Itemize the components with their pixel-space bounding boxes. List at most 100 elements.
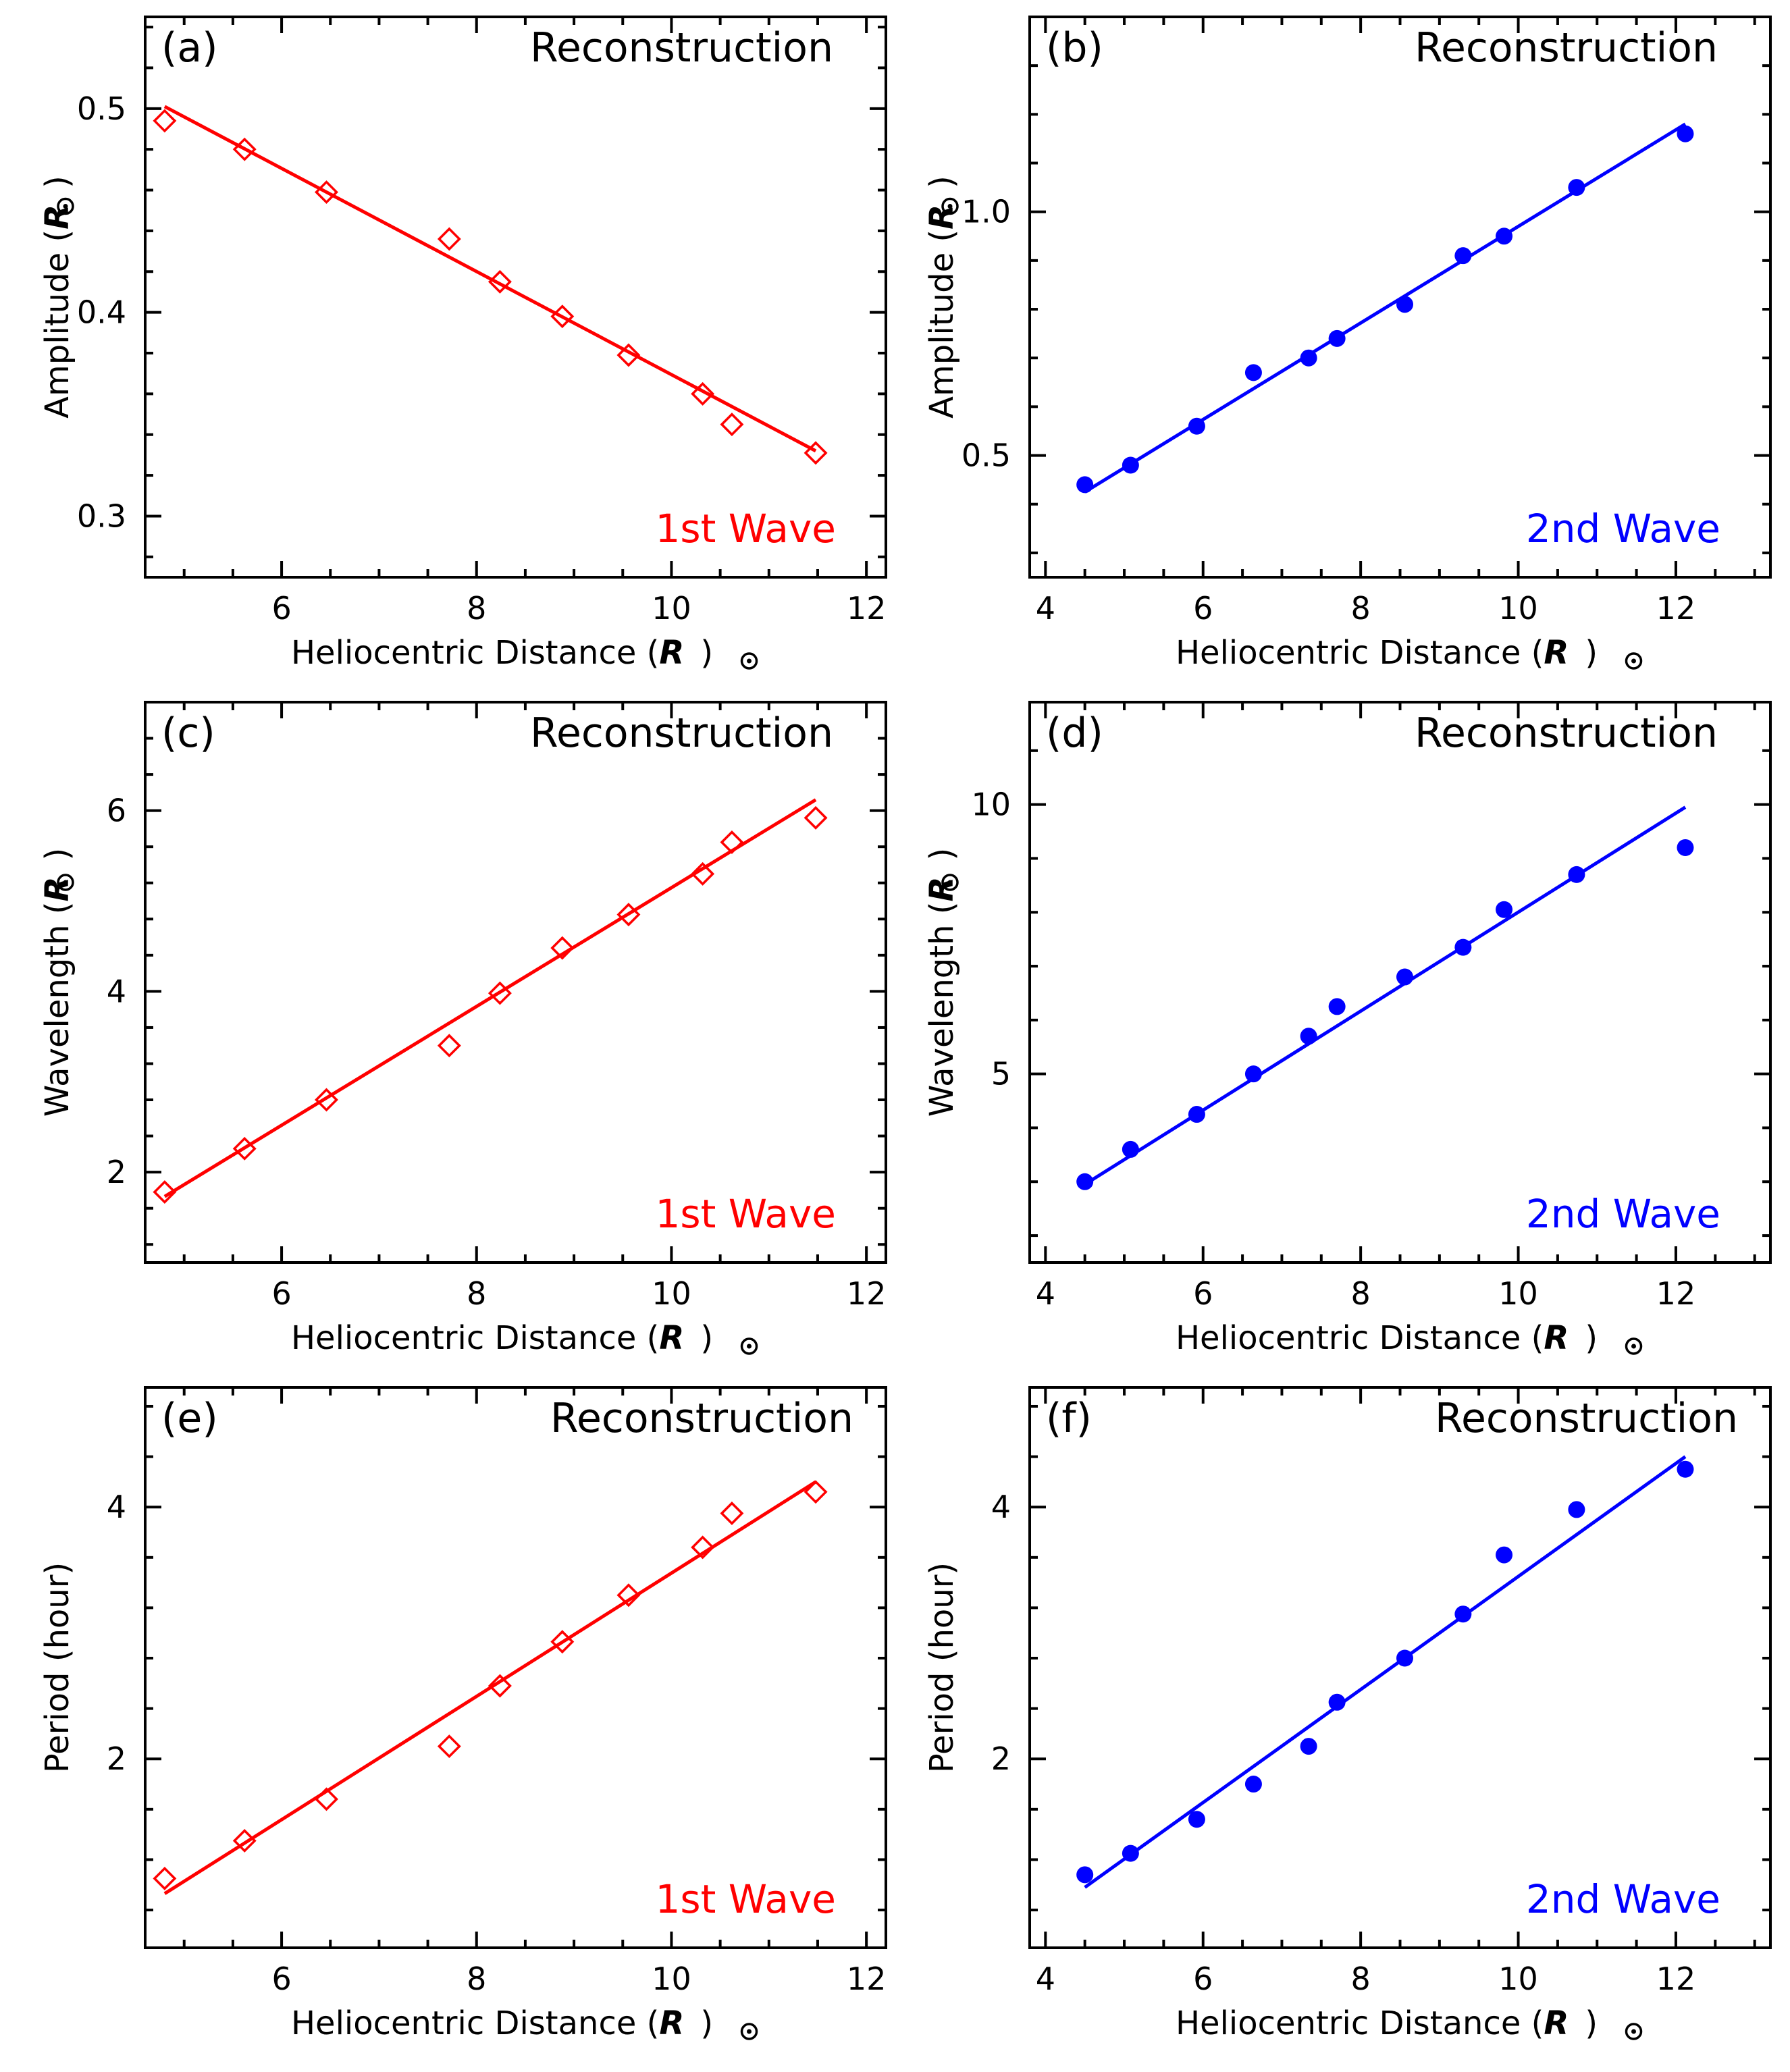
wave-annotation: 1st Wave [656, 1876, 837, 1922]
wave-annotation: 2nd Wave [1526, 1191, 1720, 1237]
data-point [691, 1535, 715, 1560]
data-point [1396, 1649, 1414, 1667]
y-axis-unit-sun-dot [947, 880, 953, 885]
fit-line [1084, 805, 1687, 1186]
y-tick-label: 4 [107, 973, 126, 1009]
x-tick-label: 4 [1036, 590, 1055, 627]
data-point [437, 1034, 461, 1058]
data-point [1188, 1811, 1205, 1828]
wave-annotation: 2nd Wave [1526, 506, 1720, 552]
x-tick-label: 6 [1193, 1961, 1213, 1997]
y-tick-label: 0.3 [77, 498, 126, 534]
x-tick-label: 10 [652, 1961, 691, 1997]
data-point [1328, 329, 1346, 347]
x-tick-label: 4 [1036, 1961, 1055, 1997]
data-point [1496, 228, 1513, 245]
x-axis-unit: R [1544, 1319, 1569, 1357]
y-axis-unit-sun-symbol [941, 197, 959, 215]
x-axis-unit-sun-dot [1631, 1344, 1636, 1349]
y-axis-unit-sun-dot [63, 204, 68, 209]
y-axis-title: Period (hour) [923, 1562, 961, 1773]
y-axis-title-group: Wavelength (R) [923, 848, 961, 1117]
x-axis-title: Heliocentric Distance (R) [291, 634, 713, 672]
y-tick-label: 5 [991, 1056, 1011, 1092]
y-axis-title: Amplitude (R) [38, 176, 76, 419]
x-tick-label: 10 [1498, 1275, 1538, 1312]
data-point [1568, 866, 1585, 883]
wave-annotation: 1st Wave [656, 506, 837, 552]
y-tick-label: 2 [107, 1154, 126, 1190]
x-tick-label: 6 [1193, 590, 1213, 627]
x-axis-unit-sun-dot [747, 2029, 752, 2034]
y-axis-close: ) [923, 848, 961, 861]
y-axis-title-group: Period (hour) [38, 1562, 76, 1773]
data-point [153, 1866, 177, 1890]
data-point [488, 1674, 512, 1698]
data-point [1454, 1605, 1472, 1623]
x-axis-close: ) [700, 2004, 713, 2042]
y-axis-unit-sun-symbol [941, 874, 959, 891]
fit-line [1084, 1455, 1687, 1889]
x-tick-label: 6 [271, 1275, 291, 1312]
x-axis-title-text: Heliocentric Distance ( [1176, 1319, 1544, 1357]
x-axis-title-text: Heliocentric Distance ( [1176, 634, 1544, 672]
data-point [488, 981, 512, 1005]
y-axis-unit-sun-dot [947, 204, 953, 209]
data-point [315, 1088, 338, 1112]
panel-label: (c) [161, 710, 215, 757]
data-point [1300, 1738, 1317, 1755]
y-axis-title-text: Period (hour) [923, 1562, 961, 1773]
data-point [437, 227, 461, 251]
x-axis-unit-sun-symbol [740, 652, 758, 670]
data-point [1244, 1065, 1262, 1083]
panel-title: Reconstruction [1415, 24, 1718, 72]
y-tick-label: 6 [107, 793, 126, 829]
y-axis-title-text: Period (hour) [38, 1562, 76, 1773]
panel-title: Reconstruction [1435, 1395, 1738, 1442]
y-axis-title-group: Amplitude (R) [923, 176, 961, 419]
panel-e: 6 8 10 12 2 4 Heliocentric Distance (R) Period … [38, 1386, 887, 2042]
x-tick-label: 6 [271, 1961, 291, 1997]
x-axis-unit: R [1544, 2004, 1569, 2042]
fit-line [163, 105, 817, 453]
y-axis-close: ) [38, 848, 76, 861]
data-point [1677, 1460, 1694, 1478]
panel-label: (f) [1046, 1395, 1092, 1442]
data-point [1076, 1173, 1094, 1190]
data-point [1568, 1501, 1585, 1518]
data-point [804, 1480, 828, 1504]
fit-line [1084, 122, 1687, 494]
data-point [720, 413, 744, 437]
x-axis-title: Heliocentric Distance (R) [291, 1319, 713, 1357]
x-axis-unit-sun-symbol [1625, 1337, 1643, 1355]
x-tick-label: 6 [1193, 1275, 1213, 1312]
data-point [153, 109, 177, 133]
y-axis-close: ) [38, 176, 76, 188]
y-tick-label: 2 [107, 1741, 126, 1777]
y-tick-label: 4 [991, 1489, 1011, 1525]
data-point [1496, 901, 1513, 918]
data-point [1122, 1844, 1139, 1862]
x-axis-unit: R [659, 1319, 684, 1357]
panel-title: Reconstruction [550, 1395, 853, 1442]
x-axis-title: Heliocentric Distance (R) [1176, 1319, 1598, 1357]
data-point [1244, 1776, 1262, 1793]
panel-f: 4 6 8 10 12 2 4 Heliocentric Distance (R) Period… [923, 1386, 1772, 2042]
y-axis-title: Amplitude (R) [923, 176, 961, 419]
fit-line [163, 798, 817, 1198]
x-axis-title-text: Heliocentric Distance ( [291, 1319, 659, 1357]
x-axis-unit-sun-symbol [740, 1337, 758, 1355]
panel-title: Reconstruction [530, 710, 833, 757]
data-point [1677, 125, 1694, 142]
x-axis-title-text: Heliocentric Distance ( [1176, 2004, 1544, 2042]
x-tick-label: 8 [1351, 1275, 1371, 1312]
x-tick-label: 8 [467, 1961, 486, 1997]
y-axis-unit-sun-dot [63, 880, 68, 885]
x-axis-unit-sun-dot [747, 1344, 752, 1349]
y-axis-title-text: Wavelength ( [38, 901, 76, 1117]
plot-frame [144, 1386, 887, 1949]
x-tick-label: 12 [1656, 1961, 1696, 1997]
